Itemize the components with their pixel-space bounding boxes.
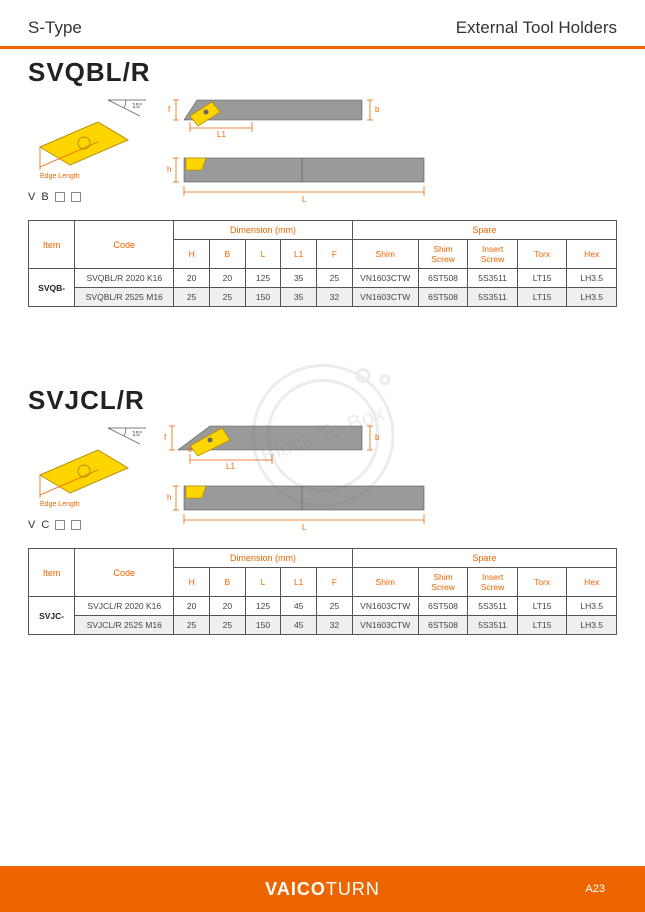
section-svjc: SVJCL/R 15° Edge Length V C <box>0 377 645 635</box>
item-cell: SVQB- <box>29 269 75 307</box>
th-code: Code <box>75 221 174 269</box>
tool-figure: f b L1 <box>162 92 617 212</box>
svg-text:d: d <box>188 447 192 454</box>
angle-label: 15° <box>132 102 143 110</box>
edge-length-label: Edge Length <box>40 173 80 180</box>
svg-text:L1: L1 <box>226 462 235 471</box>
figure-row: 15° Edge Length V C <box>28 420 617 540</box>
insert-figure: 15° Edge Length V C <box>28 420 148 540</box>
header-right: External Tool Holders <box>456 18 617 38</box>
header-left: S-Type <box>28 18 82 38</box>
designation-letter: B <box>41 191 48 203</box>
footer-page-number: A23 <box>585 883 605 895</box>
spec-table: Item Code Dimension (mm) Spare H B L L1 … <box>28 220 617 307</box>
section-title: SVJCL/R <box>28 385 617 416</box>
svg-text:b: b <box>375 433 380 442</box>
spec-table: Item Code Dimension (mm) Spare H B L L1 … <box>28 548 617 635</box>
insert-figure: 15° Edge Length V B <box>28 92 148 212</box>
svg-text:h: h <box>167 493 171 502</box>
designation-box <box>55 520 65 530</box>
designation-letter: V <box>28 191 35 203</box>
insert-diagram-svg: 15° Edge Length <box>28 92 148 187</box>
section-svqb: SVQBL/R 15° <box>0 49 645 307</box>
tool-figure: f b d L1 <box>162 420 617 540</box>
svg-text:Edge Length: Edge Length <box>40 501 80 508</box>
svg-text:15°: 15° <box>132 430 143 438</box>
designation-box <box>71 520 81 530</box>
figure-row: 15° Edge Length V B <box>28 92 617 212</box>
th-dim: Dimension (mm) <box>174 221 352 240</box>
svg-text:f: f <box>164 433 167 442</box>
designation-box <box>55 192 65 202</box>
svg-text:f: f <box>168 105 171 114</box>
designation: V C <box>28 519 148 531</box>
table-row: SVQB- SVQBL/R 2020 K16 20 20 125 35 25 V… <box>29 269 617 288</box>
page-footer: VAICOTURN A23 <box>0 866 645 912</box>
designation-box <box>71 192 81 202</box>
table-row: SVQBL/R 2525 M16 25 25 150 35 32 VN1603C… <box>29 288 617 307</box>
svg-text:L: L <box>302 523 307 532</box>
insert-diagram-svg: 15° Edge Length <box>28 420 148 515</box>
svg-text:L1: L1 <box>217 130 226 139</box>
th-item: Item <box>29 221 75 269</box>
th-spare: Spare <box>352 221 616 240</box>
designation: V B <box>28 191 148 203</box>
footer-brand: VAICOTURN <box>265 879 380 900</box>
section-title: SVQBL/R <box>28 57 617 88</box>
svg-text:L: L <box>302 195 307 204</box>
svg-text:b: b <box>375 105 380 114</box>
page-header: S-Type External Tool Holders <box>0 0 645 49</box>
tool-diagram-svg: f b d L1 <box>162 420 482 535</box>
tool-diagram-svg: f b L1 <box>162 92 482 207</box>
svg-text:h: h <box>167 165 171 174</box>
table-row: SVJCL/R 2525 M16 25 25 150 45 32 VN1603C… <box>29 616 617 635</box>
page: S-Type External Tool Holders SVQBL/R 15° <box>0 0 645 912</box>
table-row: SVJC- SVJCL/R 2020 K16 20 20 125 45 25 V… <box>29 597 617 616</box>
